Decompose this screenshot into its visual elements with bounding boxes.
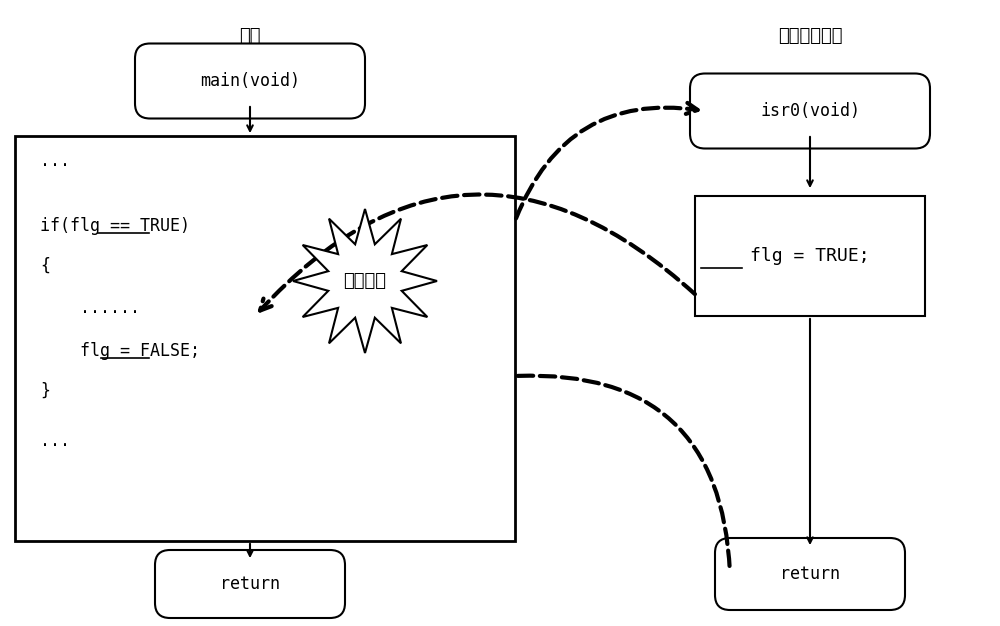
Text: 任务: 任务 <box>239 27 261 45</box>
Text: return: return <box>780 565 840 583</box>
Text: return: return <box>220 575 280 593</box>
FancyBboxPatch shape <box>15 136 515 541</box>
Text: flg = FALSE;: flg = FALSE; <box>40 342 200 360</box>
FancyBboxPatch shape <box>155 550 345 618</box>
FancyArrowPatch shape <box>260 195 695 310</box>
Text: if(flg == TRUE): if(flg == TRUE) <box>40 217 190 235</box>
Polygon shape <box>293 209 437 353</box>
Text: main(void): main(void) <box>200 72 300 90</box>
FancyBboxPatch shape <box>715 538 905 610</box>
FancyArrowPatch shape <box>518 376 730 572</box>
FancyBboxPatch shape <box>135 43 365 118</box>
Text: ...: ... <box>40 432 70 450</box>
Text: {: { <box>40 257 50 275</box>
FancyArrowPatch shape <box>516 103 698 218</box>
Text: flg = TRUE;: flg = TRUE; <box>750 247 870 265</box>
Text: }: } <box>40 382 50 400</box>
Text: 中断服务程序: 中断服务程序 <box>778 27 842 45</box>
Text: ...: ... <box>40 152 70 170</box>
FancyBboxPatch shape <box>690 73 930 148</box>
FancyBboxPatch shape <box>695 196 925 316</box>
Text: 数据竞争: 数据竞争 <box>344 272 386 290</box>
Text: ......: ...... <box>40 299 140 317</box>
Text: isr0(void): isr0(void) <box>760 102 860 120</box>
